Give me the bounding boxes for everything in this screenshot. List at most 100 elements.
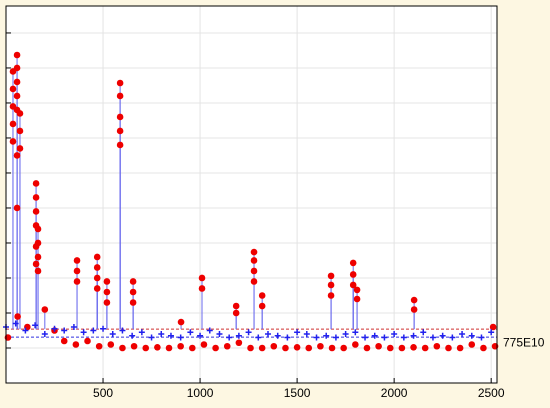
dot-marker	[130, 342, 138, 350]
dot-marker	[232, 302, 240, 310]
cross-marker	[391, 330, 398, 337]
dot-marker	[410, 306, 418, 313]
cross-marker	[90, 327, 97, 334]
cross-marker	[362, 334, 369, 341]
dot-marker	[129, 288, 137, 296]
plot-area	[6, 6, 497, 383]
cross-marker	[197, 332, 204, 339]
x-tick-label: 2000	[381, 386, 408, 400]
dot-marker	[456, 344, 464, 352]
cross-marker	[22, 327, 29, 334]
dot-marker	[116, 127, 124, 135]
cross-marker	[167, 332, 174, 339]
reference-label: 775E10	[503, 335, 545, 349]
dot-marker	[93, 274, 101, 282]
dot-marker	[34, 225, 42, 233]
dot-marker	[13, 64, 21, 72]
cross-marker	[449, 334, 456, 341]
dot-marker	[16, 110, 24, 117]
cross-marker	[70, 323, 77, 330]
dot-marker	[41, 306, 49, 313]
cross-marker	[177, 334, 184, 341]
cross-marker	[158, 330, 165, 337]
dot-marker	[32, 208, 40, 215]
x-tick-label: 2500	[478, 386, 505, 400]
dot-marker	[235, 339, 243, 347]
cross-marker	[342, 330, 349, 337]
dot-marker	[93, 264, 101, 271]
dot-marker	[363, 344, 371, 352]
dot-marker	[198, 274, 206, 282]
dot-marker	[14, 313, 21, 320]
dot-marker	[282, 344, 289, 352]
cross-marker	[206, 327, 213, 334]
cross-marker	[488, 329, 495, 336]
dot-marker	[349, 281, 357, 289]
dot-marker	[34, 253, 42, 261]
dot-marker	[32, 194, 40, 201]
dot-marker	[13, 51, 21, 59]
dot-marker	[327, 292, 335, 299]
dot-marker	[232, 309, 240, 317]
cross-marker	[138, 329, 145, 336]
dot-marker	[73, 278, 81, 285]
dot-marker	[223, 342, 231, 350]
dot-marker	[480, 344, 487, 352]
dot-marker	[129, 299, 137, 306]
dot-marker	[250, 267, 258, 275]
dot-marker	[93, 285, 101, 292]
dot-marker	[410, 296, 418, 304]
dot-marker	[34, 239, 42, 247]
cross-marker	[294, 329, 301, 336]
dot-marker	[353, 295, 361, 303]
dot-marker	[250, 278, 258, 285]
dot-marker	[13, 92, 21, 100]
dot-marker	[433, 342, 441, 350]
dot-marker	[107, 341, 115, 348]
cross-marker	[129, 332, 136, 339]
x-tick-label: 500	[93, 386, 113, 400]
dot-marker	[119, 344, 126, 352]
dot-marker	[189, 344, 196, 352]
cross-marker	[274, 332, 281, 339]
dot-marker	[73, 267, 81, 275]
dot-marker	[353, 286, 361, 294]
cross-marker	[410, 332, 417, 339]
dot-marker	[200, 341, 208, 348]
dot-marker	[489, 323, 497, 331]
cross-marker	[41, 330, 48, 337]
dot-marker	[154, 343, 161, 351]
cross-marker	[439, 332, 446, 339]
dot-marker	[386, 344, 394, 352]
cross-marker	[235, 332, 242, 339]
cross-marker	[468, 332, 475, 339]
cross-marker	[332, 334, 339, 341]
cross-marker	[226, 334, 233, 341]
cross-marker	[187, 329, 194, 336]
cross-marker	[323, 332, 330, 339]
cross-marker	[109, 330, 116, 337]
cross-marker	[429, 334, 436, 341]
dot-marker	[327, 272, 335, 280]
dot-marker	[16, 127, 24, 135]
cross-marker	[478, 334, 485, 341]
dot-marker	[116, 79, 124, 87]
dot-marker	[73, 257, 81, 264]
dot-marker	[198, 285, 206, 292]
dot-marker	[258, 302, 266, 310]
dot-marker	[421, 344, 429, 352]
dot-marker	[349, 259, 357, 267]
dot-marker	[349, 271, 357, 278]
cross-marker	[119, 327, 126, 334]
dot-marker	[445, 344, 452, 352]
cross-marker	[264, 330, 271, 337]
dot-marker	[410, 343, 417, 351]
dot-marker	[103, 288, 111, 296]
dot-marker	[142, 344, 150, 352]
dot-marker	[165, 344, 173, 352]
dot-marker	[328, 344, 336, 352]
dot-marker	[60, 337, 68, 345]
dot-marker	[398, 344, 406, 352]
